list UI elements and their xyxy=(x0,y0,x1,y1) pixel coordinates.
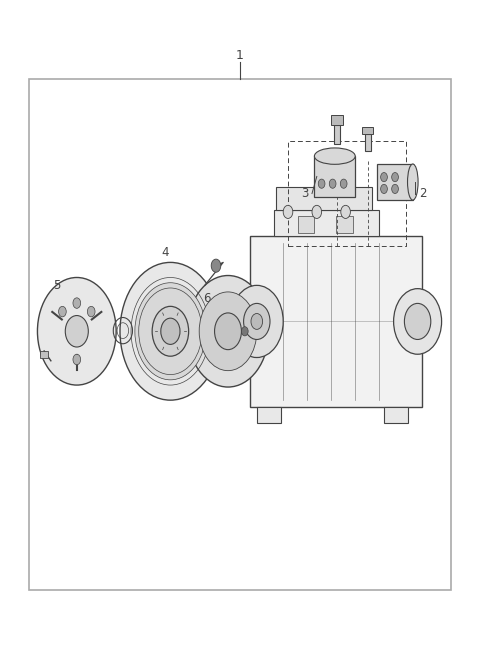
Circle shape xyxy=(215,313,241,350)
Circle shape xyxy=(152,306,189,356)
Circle shape xyxy=(381,184,387,194)
Bar xyxy=(314,156,355,197)
Circle shape xyxy=(120,262,221,400)
Circle shape xyxy=(283,205,293,218)
Circle shape xyxy=(244,303,270,340)
Circle shape xyxy=(59,306,66,317)
Circle shape xyxy=(230,285,283,358)
Circle shape xyxy=(392,173,398,182)
Bar xyxy=(276,187,372,210)
Bar xyxy=(384,407,408,423)
Circle shape xyxy=(211,259,221,272)
Text: 1: 1 xyxy=(236,49,244,62)
Bar xyxy=(298,216,314,233)
Circle shape xyxy=(341,205,350,218)
Circle shape xyxy=(381,173,387,182)
Circle shape xyxy=(394,289,442,354)
Circle shape xyxy=(340,179,347,188)
Circle shape xyxy=(199,292,257,371)
Circle shape xyxy=(65,316,88,347)
Bar xyxy=(334,125,340,144)
Circle shape xyxy=(241,327,248,336)
Circle shape xyxy=(329,179,336,188)
Ellipse shape xyxy=(408,164,418,200)
Bar xyxy=(40,351,48,358)
Circle shape xyxy=(392,184,398,194)
Bar xyxy=(336,216,353,233)
Ellipse shape xyxy=(314,148,355,164)
Circle shape xyxy=(37,277,116,385)
Bar xyxy=(377,164,413,200)
Circle shape xyxy=(161,318,180,344)
Circle shape xyxy=(251,314,263,329)
Text: 3: 3 xyxy=(301,187,309,200)
Circle shape xyxy=(404,303,431,340)
Circle shape xyxy=(318,179,325,188)
Bar xyxy=(29,79,451,590)
Bar xyxy=(331,115,343,125)
Bar xyxy=(257,407,281,423)
Bar xyxy=(365,134,371,151)
Circle shape xyxy=(73,354,81,365)
Circle shape xyxy=(73,298,81,308)
Text: 5: 5 xyxy=(53,279,60,292)
Circle shape xyxy=(187,276,269,387)
Bar xyxy=(274,210,379,236)
Text: 6: 6 xyxy=(204,292,211,305)
Bar xyxy=(250,236,422,407)
Bar xyxy=(362,127,373,134)
Text: 4: 4 xyxy=(162,246,169,259)
Text: 2: 2 xyxy=(419,187,426,200)
Circle shape xyxy=(312,205,322,218)
Circle shape xyxy=(135,283,206,380)
Circle shape xyxy=(87,306,95,317)
